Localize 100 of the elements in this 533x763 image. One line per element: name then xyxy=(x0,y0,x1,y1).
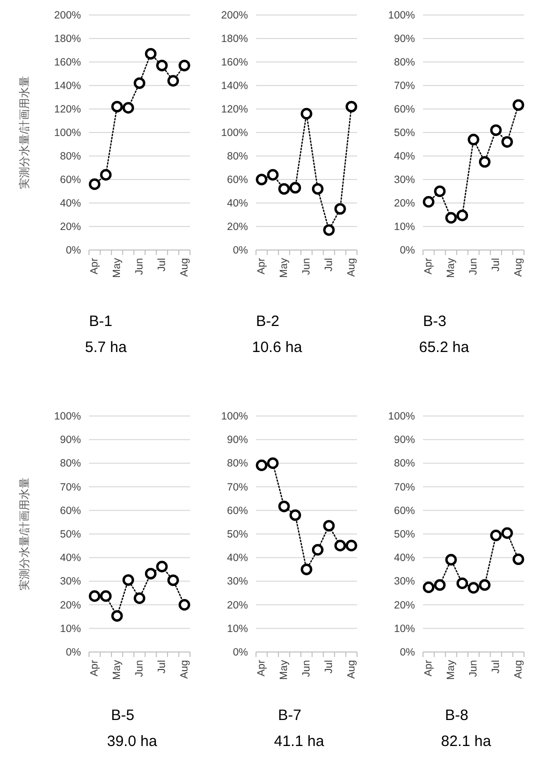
point xyxy=(456,578,468,590)
y-tick-label: 90% xyxy=(394,434,415,446)
y-tick-label: 0% xyxy=(66,646,81,658)
y-tick-label: 30% xyxy=(394,174,415,186)
text: B-1 xyxy=(89,313,112,330)
point xyxy=(156,560,168,572)
y-tick-label: 90% xyxy=(226,434,248,446)
y-tick-label: 60% xyxy=(226,504,248,517)
point xyxy=(478,156,491,168)
y-tick-label: 50% xyxy=(226,528,248,540)
y-tick-label: 60% xyxy=(226,174,248,186)
text: B-5 xyxy=(111,707,134,724)
point xyxy=(100,169,112,181)
point xyxy=(468,582,480,594)
x-tick-label: Apr xyxy=(256,660,268,676)
x-tick-label: Apr xyxy=(422,258,435,274)
y-tick-label: 40% xyxy=(226,198,248,210)
y-tick-label: 100% xyxy=(221,127,248,139)
y-tick-label: 100% xyxy=(221,410,248,422)
point xyxy=(134,77,146,89)
point xyxy=(100,590,112,602)
y-tick-label: 10% xyxy=(226,622,248,635)
point xyxy=(144,568,157,580)
y-tick-label: 180% xyxy=(54,33,81,45)
point xyxy=(122,102,134,114)
point xyxy=(456,210,468,222)
y-tick-label: 200% xyxy=(54,10,81,22)
point xyxy=(422,196,434,208)
point xyxy=(111,100,123,112)
y-tick-label: 10% xyxy=(394,622,415,635)
point xyxy=(312,544,324,556)
point xyxy=(167,574,179,586)
point xyxy=(422,582,434,594)
y-tick-label: 60% xyxy=(60,174,81,186)
text: B-2 xyxy=(256,313,280,330)
x-tick-label: Aug xyxy=(512,660,524,679)
y-tick-label: 70% xyxy=(394,481,415,494)
x-tick-label: Apr xyxy=(422,660,435,676)
text: B-8 xyxy=(445,707,468,724)
y-tick-label: 80% xyxy=(226,150,248,162)
x-tick-label: Aug xyxy=(345,660,358,679)
x-tick-label: Jul xyxy=(156,258,168,272)
point xyxy=(445,212,457,224)
y-tick-label: 30% xyxy=(226,576,248,588)
x-tick-label: Jun xyxy=(300,660,312,677)
x-tick-label: Aug xyxy=(178,660,190,679)
y-tick-label: 120% xyxy=(54,104,81,116)
point xyxy=(323,520,335,532)
y-tick-label: 160% xyxy=(54,56,81,68)
x-tick-label: May xyxy=(278,659,290,680)
y-tick-label: 20% xyxy=(394,599,415,612)
x-tick-label: Jul xyxy=(322,660,335,674)
point xyxy=(312,183,324,195)
text: B-3 xyxy=(423,313,446,330)
y-tick-label: 70% xyxy=(60,481,81,494)
point xyxy=(334,203,346,215)
point xyxy=(122,574,134,586)
x-tick-label: Aug xyxy=(178,258,190,277)
point xyxy=(111,610,123,622)
y-tick-label: 80% xyxy=(60,458,81,470)
y-tick-label: 200% xyxy=(221,10,248,22)
point xyxy=(512,99,524,111)
y-tick-label: 10% xyxy=(60,622,81,635)
y-tick-label: 0% xyxy=(66,244,81,256)
y-tick-label: 0% xyxy=(232,244,248,256)
point xyxy=(178,599,190,611)
y-axis-title: 実測分水量/計画用水量 xyxy=(18,477,31,591)
point xyxy=(323,224,335,236)
y-tick-label: 60% xyxy=(394,504,415,517)
y-tick-label: 140% xyxy=(54,80,81,92)
x-tick-label: Jul xyxy=(490,258,502,272)
y-tick-label: 80% xyxy=(394,56,415,68)
y-tick-label: 40% xyxy=(394,150,415,162)
point xyxy=(134,592,146,604)
y-tick-label: 120% xyxy=(221,104,248,116)
point xyxy=(256,174,268,186)
y-tick-label: 100% xyxy=(388,10,415,22)
point xyxy=(300,108,312,120)
point xyxy=(346,100,358,112)
x-tick-label: Jun xyxy=(468,660,480,677)
point xyxy=(167,75,179,87)
y-tick-label: 50% xyxy=(60,528,81,540)
text: 82.1 ha xyxy=(441,733,492,750)
y-tick-label: 70% xyxy=(226,481,248,494)
y-tick-label: 140% xyxy=(221,80,248,92)
y-tick-label: 20% xyxy=(60,221,81,233)
y-tick-label: 100% xyxy=(388,410,415,422)
y-tick-label: 160% xyxy=(221,56,248,68)
point xyxy=(278,500,290,512)
point xyxy=(478,579,491,591)
point xyxy=(501,136,513,148)
y-tick-label: 90% xyxy=(60,434,81,446)
y-tick-label: 20% xyxy=(60,599,81,612)
y-tick-label: 10% xyxy=(394,221,415,233)
x-tick-label: May xyxy=(445,659,458,680)
point xyxy=(178,60,190,72)
y-tick-label: 100% xyxy=(54,127,81,139)
point xyxy=(445,554,457,566)
text: 39.0 ha xyxy=(107,733,158,750)
point xyxy=(144,48,157,60)
